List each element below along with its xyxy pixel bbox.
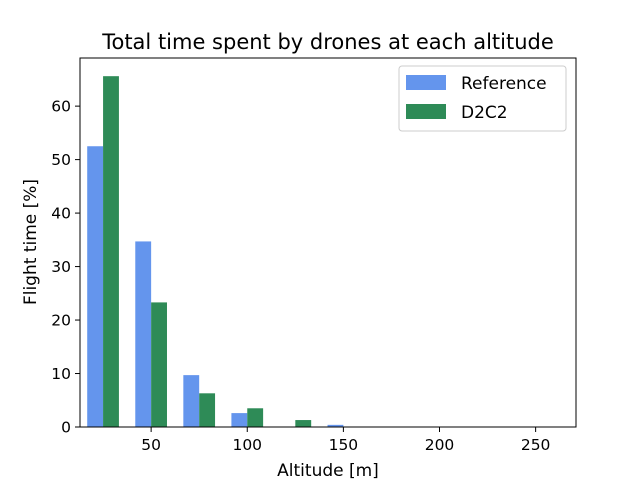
- bars-group: [87, 76, 344, 428]
- y-tick-label: 40: [51, 205, 71, 223]
- bar-d2c2-100: [247, 408, 264, 427]
- chart-title: Total time spent by drones at each altit…: [101, 30, 554, 54]
- x-tick-label: 200: [425, 436, 455, 454]
- bar-d2c2-50: [151, 302, 167, 427]
- x-axis-label: Altitude [m]: [277, 461, 379, 480]
- y-tick-label: 20: [51, 312, 71, 330]
- bar-reference-100: [231, 413, 248, 427]
- x-tick-label: 50: [141, 436, 161, 454]
- bar-reference-75: [183, 375, 200, 427]
- bar-d2c2-125: [295, 420, 312, 427]
- y-tick-label: 30: [51, 258, 71, 276]
- legend-swatch-reference: [406, 75, 446, 90]
- bar-d2c2-25: [103, 76, 119, 428]
- bar-reference-25: [87, 146, 104, 428]
- x-axis-ticks: 50 100 150 200 250: [141, 427, 550, 454]
- y-tick-label: 50: [51, 151, 71, 169]
- y-tick-label: 0: [61, 419, 71, 437]
- legend: Reference D2C2: [398, 65, 567, 132]
- bar-reference-50: [135, 241, 152, 427]
- legend-swatch-d2c2: [406, 104, 446, 119]
- y-axis-label: Flight time [%]: [21, 179, 41, 305]
- y-tick-label: 60: [51, 98, 71, 116]
- x-tick-label: 250: [521, 436, 551, 454]
- x-tick-label: 100: [232, 436, 262, 454]
- bar-reference-150: [327, 424, 344, 427]
- plot-frame: [79, 57, 577, 428]
- x-tick-label: 150: [329, 436, 359, 454]
- legend-label-d2c2: D2C2: [461, 103, 508, 123]
- bar-d2c2-75: [199, 393, 216, 427]
- y-tick-label: 10: [51, 365, 71, 383]
- y-axis-ticks: 0 10 20 30 40 50 60: [51, 98, 80, 437]
- legend-label-reference: Reference: [461, 74, 547, 94]
